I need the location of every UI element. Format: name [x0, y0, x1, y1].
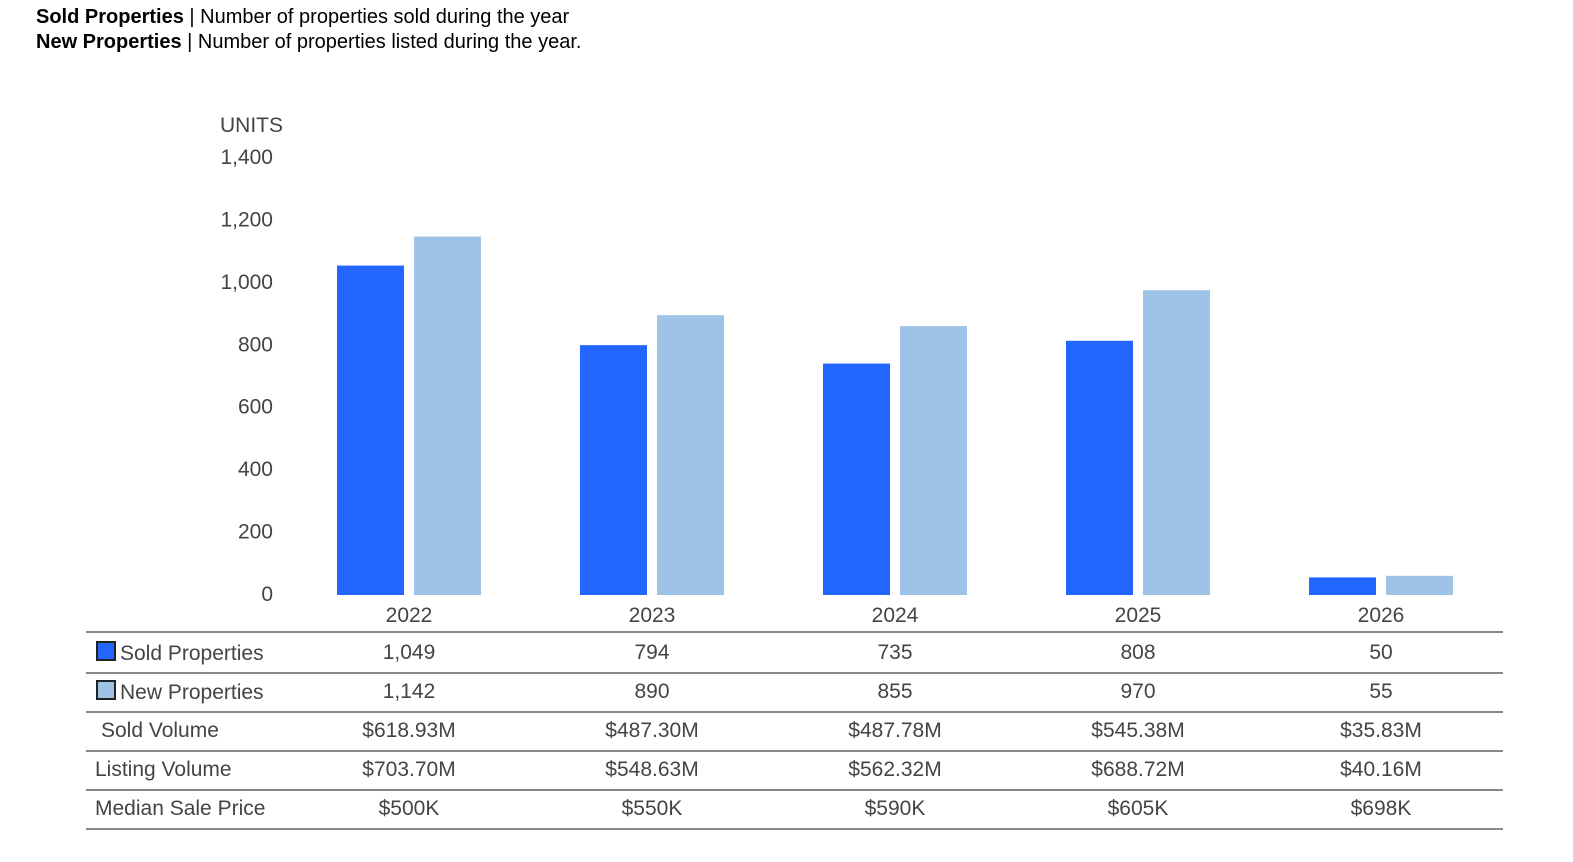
- cell-value: $548.63M: [605, 758, 699, 781]
- table-divider: [86, 631, 1503, 633]
- cell-value: $35.83M: [1340, 719, 1422, 742]
- cell-value: 55: [1369, 680, 1393, 703]
- cell-value: 50: [1369, 641, 1393, 664]
- x-tick-label: 2024: [872, 604, 919, 627]
- cell-value: $605K: [1107, 797, 1169, 820]
- row-label: Listing Volume: [95, 758, 232, 781]
- y-tick-label: 1,400: [220, 146, 273, 169]
- sold-properties-bar: [1309, 577, 1376, 595]
- y-tick-label: 200: [238, 521, 273, 544]
- cell-value: 1,142: [382, 680, 436, 703]
- cell-value: $545.38M: [1091, 719, 1185, 742]
- series-name: Sold Properties: [120, 642, 264, 665]
- bar-chart: UNITS 0 200 400 600 800 1,000 1,200 1,400 2022 2…: [220, 114, 1453, 627]
- cell-value: 1,049: [382, 641, 436, 664]
- cell-value: $698K: [1350, 797, 1412, 820]
- y-tick-label: 1,000: [220, 271, 273, 294]
- cell-value: $688.72M: [1091, 758, 1185, 781]
- new-properties-bar: [414, 236, 481, 596]
- y-tick-label: 0: [261, 583, 273, 606]
- y-tick-label: 600: [238, 396, 273, 419]
- y-axis-label: UNITS: [220, 114, 283, 137]
- sold-properties-bar: [1066, 340, 1133, 595]
- cell-value: 808: [1120, 641, 1156, 664]
- new-properties-row: New Properties 1,142 890 855 970 55: [86, 672, 1503, 713]
- cell-value: 890: [634, 680, 670, 703]
- cell-value: $40.16M: [1340, 758, 1422, 781]
- legend-swatch: [96, 641, 116, 661]
- cell-value: 855: [877, 680, 913, 703]
- y-tick-label: 1,200: [220, 208, 273, 231]
- cell-value: $703.70M: [362, 758, 456, 781]
- cell-value: 970: [1120, 680, 1156, 703]
- new-properties-bar: [900, 326, 967, 595]
- table-row: Sold Volume $618.93M $487.30M $487.78M $545.…: [86, 711, 1503, 752]
- sold-properties-bar: [580, 345, 647, 595]
- legend-note-sold: Sold Properties | Number of properties s…: [36, 5, 569, 29]
- new-properties-bar: [657, 315, 724, 595]
- y-tick-label: 400: [238, 458, 273, 481]
- row-label: Sold Volume: [101, 719, 219, 742]
- table-row: Listing Volume $703.70M $548.63M $562.32M $6…: [86, 750, 1503, 791]
- cell-value: 794: [634, 641, 670, 664]
- cell-value: $590K: [864, 797, 926, 820]
- x-tick-label: 2023: [629, 604, 676, 627]
- table-row: Median Sale Price $500K $550K $590K $605K $69…: [86, 789, 1503, 830]
- x-tick-label: 2026: [1358, 604, 1405, 627]
- note-text: | Number of properties sold during the y…: [183, 6, 570, 28]
- row-label: New Properties: [96, 680, 264, 705]
- legend-swatch: [96, 680, 116, 700]
- sold-properties-bar: [337, 265, 404, 595]
- cell-value: $618.93M: [362, 719, 456, 742]
- note-title: New Properties: [36, 31, 182, 53]
- cell-value: 735: [877, 641, 913, 664]
- sold-properties-row: Sold Properties 1,049 794 735 808 50: [86, 633, 1503, 674]
- new-properties-bar: [1386, 575, 1453, 595]
- new-properties-bar: [1143, 290, 1210, 595]
- note-text: | Number of properties listed during the…: [181, 31, 582, 53]
- x-tick-label: 2022: [386, 604, 433, 627]
- sold-properties-bar: [823, 363, 890, 595]
- cell-value: $562.32M: [848, 758, 942, 781]
- legend-note-new: New Properties | Number of properties li…: [36, 30, 581, 54]
- note-title: Sold Properties: [36, 6, 184, 28]
- row-label: Median Sale Price: [95, 797, 266, 820]
- cell-value: $487.30M: [605, 719, 699, 742]
- cell-value: $487.78M: [848, 719, 942, 742]
- y-tick-label: 800: [238, 333, 273, 356]
- x-tick-label: 2025: [1115, 604, 1162, 627]
- cell-value: $550K: [621, 797, 683, 820]
- cell-value: $500K: [378, 797, 440, 820]
- row-label: Sold Properties: [96, 641, 264, 666]
- series-name: New Properties: [120, 681, 264, 704]
